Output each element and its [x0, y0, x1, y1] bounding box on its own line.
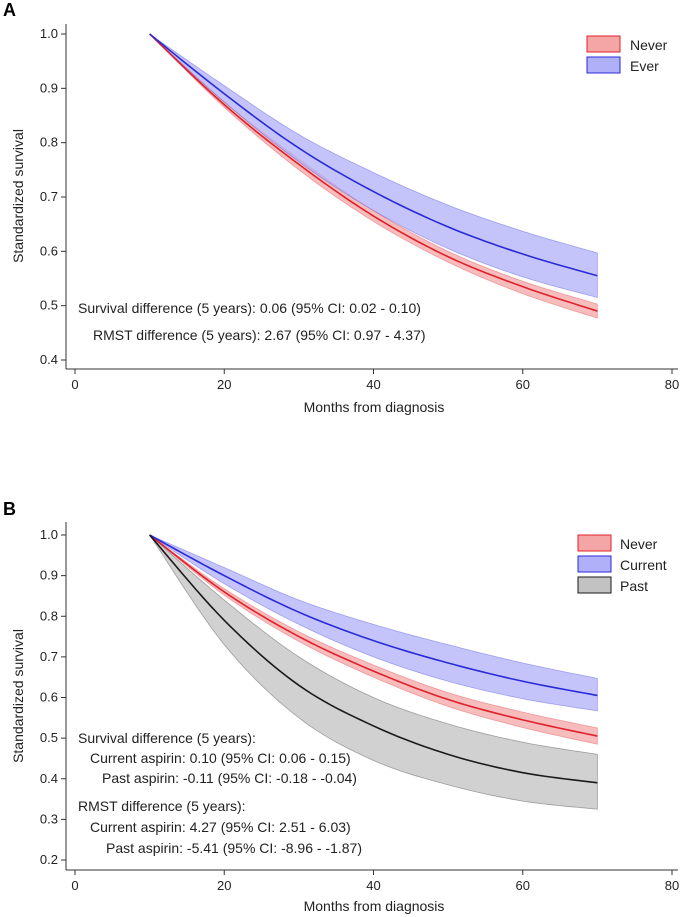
x-tick-label: 20 — [217, 377, 231, 392]
panel-b-annotation-rmst-heading: RMST difference (5 years): — [78, 798, 246, 814]
legend-label-current: Current — [620, 557, 667, 573]
y-tick-label: 0.3 — [40, 811, 58, 826]
x-tick-label: 80 — [665, 377, 679, 392]
panel-a-annotation-survival-difference: Survival difference (5 years): 0.06 (95%… — [78, 300, 421, 316]
panel-a: A 0.4 0.5 0.6 0.7 0.8 0.9 1.0 0 20 40 60 80 Months… — [3, 0, 679, 415]
x-tick-label: 0 — [71, 878, 78, 893]
panel-b-annotation-rmst-past: Past aspirin: -5.41 (95% CI: -8.96 - -1.… — [106, 840, 362, 856]
legend-swatch-never — [577, 534, 612, 552]
panel-b-annotation-rmst-current: Current aspirin: 4.27 (95% CI: 2.51 - 6.… — [90, 819, 351, 835]
y-tick-label: 0.7 — [40, 649, 58, 664]
ci-band-never — [149, 534, 598, 745]
panel-b-annotation-survival-current: Current aspirin: 0.10 (95% CI: 0.06 - 0.… — [90, 750, 351, 766]
panel-a-x-ticks: 0 20 40 60 80 — [71, 369, 679, 392]
panel-a-y-axis-title: Standardized survival — [10, 129, 26, 263]
panel-b-y-ticks: 0.2 0.3 0.4 0.5 0.6 0.7 0.8 0.9 1.0 — [40, 527, 66, 867]
series-line-ever — [149, 33, 598, 277]
y-tick-label: 0.7 — [40, 189, 58, 204]
panel-b-x-axis-title: Months from diagnosis — [304, 898, 445, 914]
y-tick-label: 0.5 — [40, 730, 58, 745]
y-tick-label: 1.0 — [40, 26, 58, 41]
panel-label-b: B — [3, 499, 16, 519]
legend-label-never: Never — [630, 37, 668, 53]
x-tick-label: 80 — [665, 878, 679, 893]
series-line-never — [149, 33, 598, 312]
legend-swatch-past — [577, 576, 612, 594]
series-line-never — [149, 534, 598, 737]
x-tick-label: 40 — [366, 377, 380, 392]
panel-b-x-ticks: 0 20 40 60 80 — [71, 870, 679, 893]
y-tick-label: 0.6 — [40, 243, 58, 258]
legend-label-ever: Ever — [630, 58, 659, 74]
legend-swatch-ever — [586, 56, 621, 74]
y-tick-label: 0.8 — [40, 608, 58, 623]
x-tick-label: 40 — [366, 878, 380, 893]
panel-a-x-axis-title: Months from diagnosis — [304, 399, 445, 415]
legend-swatch-never — [586, 35, 621, 53]
x-tick-label: 0 — [71, 377, 78, 392]
panel-a-legend: Never Ever — [586, 35, 668, 74]
panel-a-annotation-rmst-difference: RMST difference (5 years): 2.67 (95% CI:… — [93, 327, 426, 343]
panel-b-bands — [149, 534, 598, 810]
panel-label-a: A — [3, 0, 16, 20]
y-tick-label: 0.2 — [40, 852, 58, 867]
panel-a-lines — [149, 33, 598, 312]
x-tick-label: 60 — [516, 878, 530, 893]
x-tick-label: 20 — [217, 878, 231, 893]
y-tick-label: 1.0 — [40, 527, 58, 542]
legend-label-past: Past — [620, 578, 648, 594]
x-tick-label: 60 — [516, 377, 530, 392]
panel-a-y-ticks: 0.4 0.5 0.6 0.7 0.8 0.9 1.0 — [40, 26, 66, 367]
y-tick-label: 0.9 — [40, 568, 58, 583]
series-line-current — [149, 534, 598, 697]
panel-b-annotation-survival-heading: Survival difference (5 years): — [78, 730, 256, 746]
panel-b-lines — [149, 534, 598, 784]
y-tick-label: 0.8 — [40, 135, 58, 150]
y-tick-label: 0.4 — [40, 352, 58, 367]
y-tick-label: 0.5 — [40, 298, 58, 313]
series-line-past — [149, 534, 598, 784]
y-tick-label: 0.6 — [40, 690, 58, 705]
panel-a-bands — [149, 33, 598, 319]
y-tick-label: 0.9 — [40, 80, 58, 95]
panel-b-y-axis-title: Standardized survival — [10, 629, 26, 763]
legend-label-never: Never — [620, 536, 658, 552]
panel-b-legend: Never Current Past — [577, 534, 667, 594]
panel-b-annotation-survival-past: Past aspirin: -0.11 (95% CI: -0.18 - -0.… — [102, 770, 357, 786]
ci-band-ever — [149, 33, 598, 299]
y-tick-label: 0.4 — [40, 771, 58, 786]
legend-swatch-current — [577, 555, 612, 573]
ci-band-past — [149, 534, 598, 810]
panel-b: B 0.20.30.40.50.60.70.80.91.0 0 20 40 60 80 … — [3, 499, 679, 914]
